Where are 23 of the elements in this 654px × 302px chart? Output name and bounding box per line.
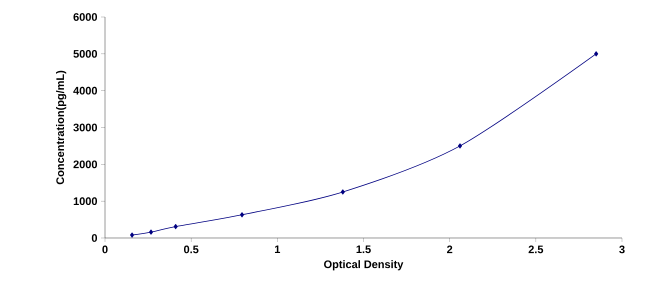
- y-tick-label: 1000: [74, 197, 98, 206]
- x-tick-label: 2: [446, 246, 452, 254]
- y-tick-label: 5000: [73, 50, 98, 58]
- y-tick-label: 3000: [73, 124, 98, 132]
- point: [148, 230, 154, 235]
- y-tick-label: 4000: [73, 86, 98, 95]
- point: [340, 189, 345, 195]
- x-tick-label: 1: [274, 246, 280, 254]
- x-tick-label: 1.5: [356, 246, 371, 254]
- x-tick-label: 0.5: [184, 246, 198, 254]
- x-tick-label: 3: [619, 246, 625, 254]
- point: [130, 232, 134, 238]
- x-axis-title: Optical Density: [324, 260, 404, 270]
- x-tick-label: 0: [102, 246, 108, 254]
- point: [594, 51, 598, 56]
- y-tick-label: 6000: [74, 13, 98, 21]
- point: [458, 143, 462, 149]
- x-tick-label: 2.5: [528, 246, 544, 254]
- y-axis-title: Concentration(pg/mL): [56, 70, 66, 184]
- y-tick-label: 0: [92, 234, 98, 242]
- point: [174, 224, 178, 230]
- y-tick-label: 2000: [73, 160, 98, 168]
- point: [240, 212, 244, 218]
